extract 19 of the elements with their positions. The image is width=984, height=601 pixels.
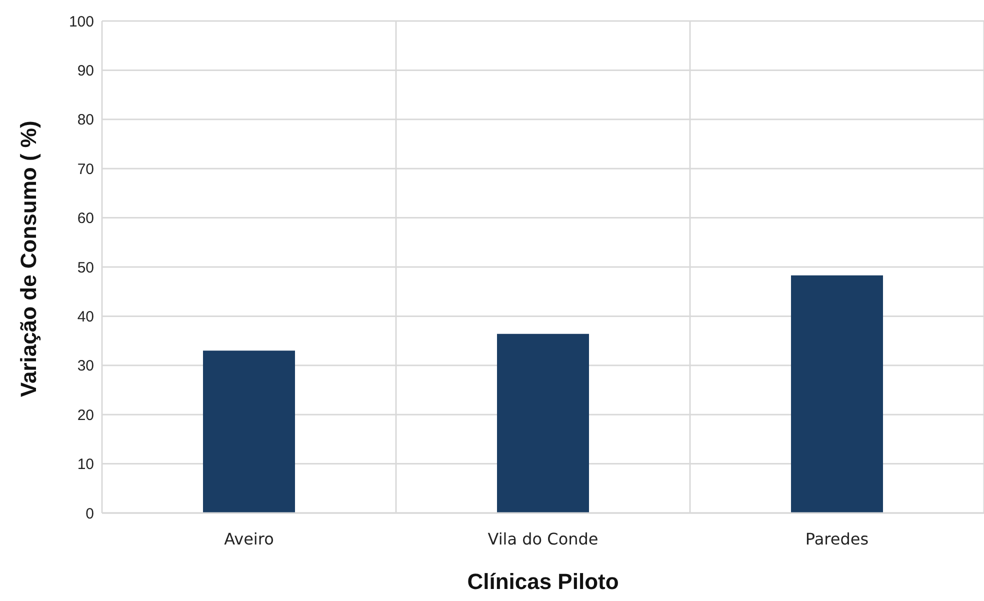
y-tick-label: 10	[77, 456, 94, 474]
y-tick-label: 70	[77, 160, 94, 178]
x-tick-label: Aveiro	[224, 529, 274, 548]
y-tick-label: 0	[86, 505, 94, 522]
x-tick-label: Paredes	[805, 529, 869, 548]
y-tick-label: 80	[77, 112, 94, 129]
x-axis-title: Clínicas Piloto	[467, 569, 619, 594]
y-tick-label: 40	[77, 308, 94, 326]
y-axis-title: Variação de Consumo ( %)	[16, 120, 41, 397]
bar	[203, 350, 295, 513]
y-tick-label: 30	[77, 358, 94, 375]
y-tick-label: 20	[77, 406, 94, 424]
y-tick-label: 100	[68, 13, 94, 30]
y-tick-label: 90	[77, 62, 94, 80]
y-tick-label: 60	[77, 210, 94, 228]
y-tick-label: 50	[77, 259, 94, 276]
bar	[497, 334, 589, 513]
bar	[791, 275, 883, 513]
x-tick-label: Vila do Conde	[488, 529, 598, 548]
